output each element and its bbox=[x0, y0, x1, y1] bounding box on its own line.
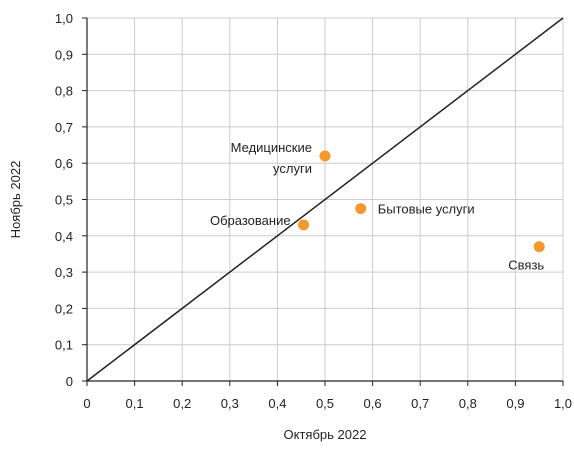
y-tick-label: 0,3 bbox=[55, 265, 73, 280]
point-label: Связь bbox=[508, 258, 544, 273]
y-axis-title: Ноябрь 2022 bbox=[8, 161, 23, 239]
y-tick-label: 0,1 bbox=[55, 338, 73, 353]
x-tick-label: 0,5 bbox=[316, 396, 334, 411]
data-point bbox=[319, 150, 331, 162]
reference-line-layer bbox=[86, 17, 564, 382]
y-tick-label: 0 bbox=[66, 374, 73, 389]
x-tick-label: 1,0 bbox=[554, 396, 572, 411]
data-point bbox=[298, 219, 310, 231]
x-tick-label: 0,4 bbox=[268, 396, 286, 411]
point-label: Бытовые услуги bbox=[378, 202, 475, 217]
x-tick-label: 0,2 bbox=[173, 396, 191, 411]
point-label: Медицинские bbox=[231, 140, 312, 155]
point-label-layer: Медицинские услуги Бытовые услуги Образован… bbox=[210, 140, 544, 273]
data-point bbox=[533, 241, 545, 253]
axis-layer bbox=[82, 17, 564, 386]
y-tick-label: 0,8 bbox=[55, 84, 73, 99]
y-tick-label: 0,5 bbox=[55, 193, 73, 208]
x-tick-label: 0,8 bbox=[459, 396, 477, 411]
data-point bbox=[355, 203, 367, 215]
point-label: Образование bbox=[210, 213, 291, 228]
reference-diagonal-line bbox=[86, 17, 564, 382]
x-tick-label: 0,6 bbox=[364, 396, 382, 411]
x-tick-label: 0,3 bbox=[221, 396, 239, 411]
y-tick-label: 0,9 bbox=[55, 47, 73, 62]
point-label: услуги bbox=[273, 161, 312, 176]
y-tick-label: 0,2 bbox=[55, 301, 73, 316]
x-axis-title: Октябрь 2022 bbox=[284, 427, 367, 442]
y-tick-label: 0,7 bbox=[55, 120, 73, 135]
x-tick-label: 0,1 bbox=[126, 396, 144, 411]
y-tick-label: 0,4 bbox=[55, 229, 73, 244]
x-tick-label: 0 bbox=[83, 396, 90, 411]
point-layer bbox=[298, 150, 545, 253]
y-tick-label: 1,0 bbox=[55, 11, 73, 26]
tick-label-layer: 0 0,1 0,2 0,3 0,4 0,5 0,6 0,7 0,8 0,9 1,0 0 0,1 0,2 0,… bbox=[55, 11, 572, 411]
y-tick-label: 0,6 bbox=[55, 156, 73, 171]
x-tick-label: 0,9 bbox=[506, 396, 524, 411]
x-tick-label: 0,7 bbox=[411, 396, 429, 411]
